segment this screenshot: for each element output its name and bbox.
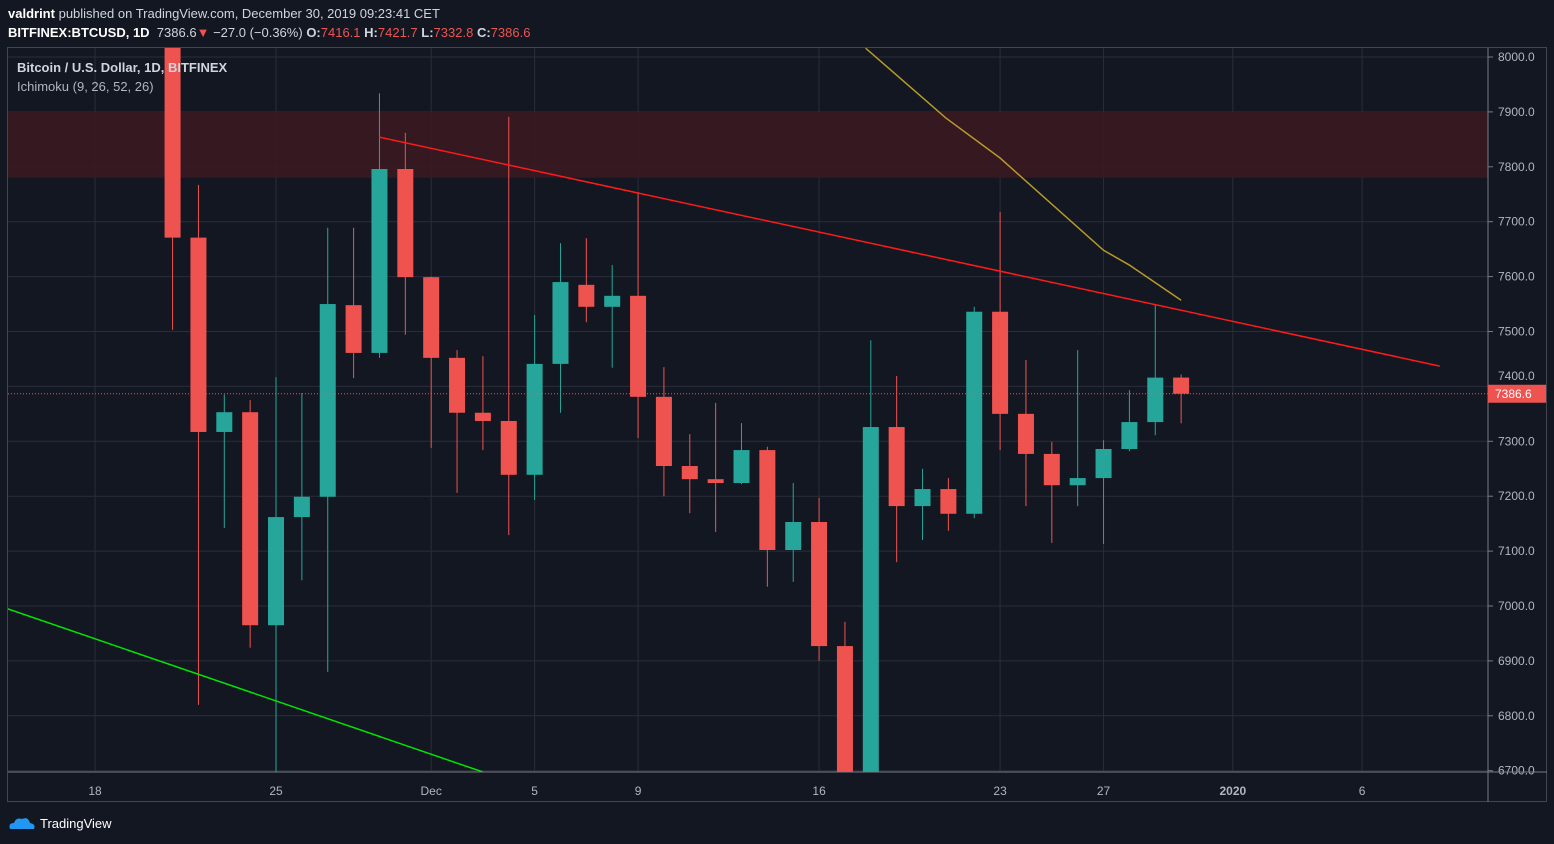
candle-body [423, 277, 440, 358]
candle-body [1121, 422, 1138, 449]
candle-body [319, 304, 336, 497]
x-tick-label: 5 [531, 784, 538, 798]
candle-body [1069, 478, 1086, 486]
x-tick-label: Dec [421, 784, 442, 798]
ichimoku-kumo-line [865, 48, 1182, 301]
low-value: 7332.8 [433, 25, 474, 40]
candle-body [500, 420, 517, 475]
candle-body [966, 311, 983, 514]
y-tick-label: 7200.0 [1498, 489, 1535, 503]
high-label: H: [364, 25, 378, 40]
candle-body [862, 427, 879, 772]
x-tick-label: 23 [993, 784, 1007, 798]
x-tick-label: 25 [269, 784, 283, 798]
legend-title: Bitcoin / U.S. Dollar, 1D, BITFINEX [17, 60, 228, 75]
last-price-label: 7386.6 [1495, 387, 1532, 401]
candle-body [1017, 413, 1034, 454]
candle-body [578, 284, 595, 307]
candle-body [811, 522, 828, 647]
candle-body [552, 282, 569, 364]
close-label: C: [476, 25, 491, 40]
price-change: −27.0 (−0.36%) [213, 25, 303, 40]
x-tick-label: 9 [635, 784, 642, 798]
candle-body [888, 427, 905, 507]
x-tick-label: 6 [1359, 784, 1366, 798]
symbol: BITFINEX:BTCUSD, 1D [8, 25, 150, 40]
brand-name: TradingView [40, 815, 112, 831]
tradingview-logo[interactable]: TradingView [8, 815, 112, 831]
candle-body [268, 517, 285, 626]
candle-body [216, 412, 233, 432]
candle-body [785, 522, 802, 551]
cloud-icon [9, 818, 35, 829]
y-tick-label: 7300.0 [1498, 434, 1535, 448]
candle-body [1147, 377, 1164, 423]
y-tick-label: 7800.0 [1498, 160, 1535, 174]
x-tick-label: 27 [1097, 784, 1111, 798]
open-label: O: [306, 25, 321, 40]
candle-body [190, 237, 207, 432]
candle-body [940, 489, 957, 514]
candle-body [1173, 377, 1190, 394]
candle-body [526, 363, 543, 475]
publish-text: published on TradingView.com, December 3… [58, 6, 440, 21]
candle-body [164, 48, 181, 238]
y-tick-label: 7700.0 [1498, 215, 1535, 229]
resistance-trendline [379, 136, 1440, 367]
y-tick-label: 7500.0 [1498, 325, 1535, 339]
y-tick-label: 7000.0 [1498, 599, 1535, 613]
y-tick-label: 7900.0 [1498, 105, 1535, 119]
support-trendline [8, 608, 484, 772]
publish-info: valdrint published on TradingView.com, D… [8, 6, 440, 21]
y-tick-label: 7600.0 [1498, 270, 1535, 284]
last-price: 7386.6 [156, 25, 197, 40]
last-price-badge [1488, 384, 1546, 403]
candle-body [630, 295, 647, 397]
candle-body [371, 168, 388, 353]
legend-indicator[interactable]: Ichimoku (9, 26, 52, 26) [17, 79, 154, 94]
close-value: 7386.6 [490, 25, 531, 40]
y-tick-label: 7100.0 [1498, 544, 1535, 558]
chart-frame [7, 47, 1547, 802]
triangle-down-icon: ▼ [196, 25, 210, 40]
candle-body [449, 357, 466, 413]
candle-body [604, 295, 621, 307]
candle-body [345, 305, 362, 353]
candle-body [293, 496, 310, 518]
candle-body [914, 489, 931, 507]
y-tick-label: 6700.0 [1498, 764, 1535, 778]
y-tick-label: 7400.0 [1498, 369, 1535, 383]
candle-body [1095, 448, 1112, 479]
candle-body [681, 466, 698, 480]
candle-body [655, 396, 672, 467]
candle-body [1043, 453, 1060, 486]
chart-legend: Bitcoin / U.S. Dollar, 1D, BITFINEX Ichi… [17, 60, 227, 94]
plot-area [8, 48, 1488, 772]
candle-body [707, 479, 724, 484]
x-tick-label: 16 [812, 784, 826, 798]
x-tick-label: 18 [88, 784, 102, 798]
low-label: L: [421, 25, 434, 40]
candle-body [474, 412, 491, 421]
candle-body [836, 646, 853, 772]
resistance-zone [8, 111, 1488, 178]
high-value: 7421.7 [377, 25, 418, 40]
y-tick-label: 6800.0 [1498, 709, 1535, 723]
candle-body [733, 450, 750, 484]
author[interactable]: valdrint [8, 6, 55, 21]
y-tick-label: 8000.0 [1498, 50, 1535, 64]
y-tick-label: 6900.0 [1498, 654, 1535, 668]
open-value: 7416.1 [320, 25, 361, 40]
candle-body [397, 168, 414, 278]
candle-body [242, 412, 259, 626]
candle-body [759, 450, 776, 551]
candle-body [992, 311, 1009, 414]
x-tick-label: 2020 [1219, 784, 1246, 798]
ticker-bar: BITFINEX:BTCUSD, 1D 7386.6▼ −27.0 (−0.36… [8, 25, 530, 40]
